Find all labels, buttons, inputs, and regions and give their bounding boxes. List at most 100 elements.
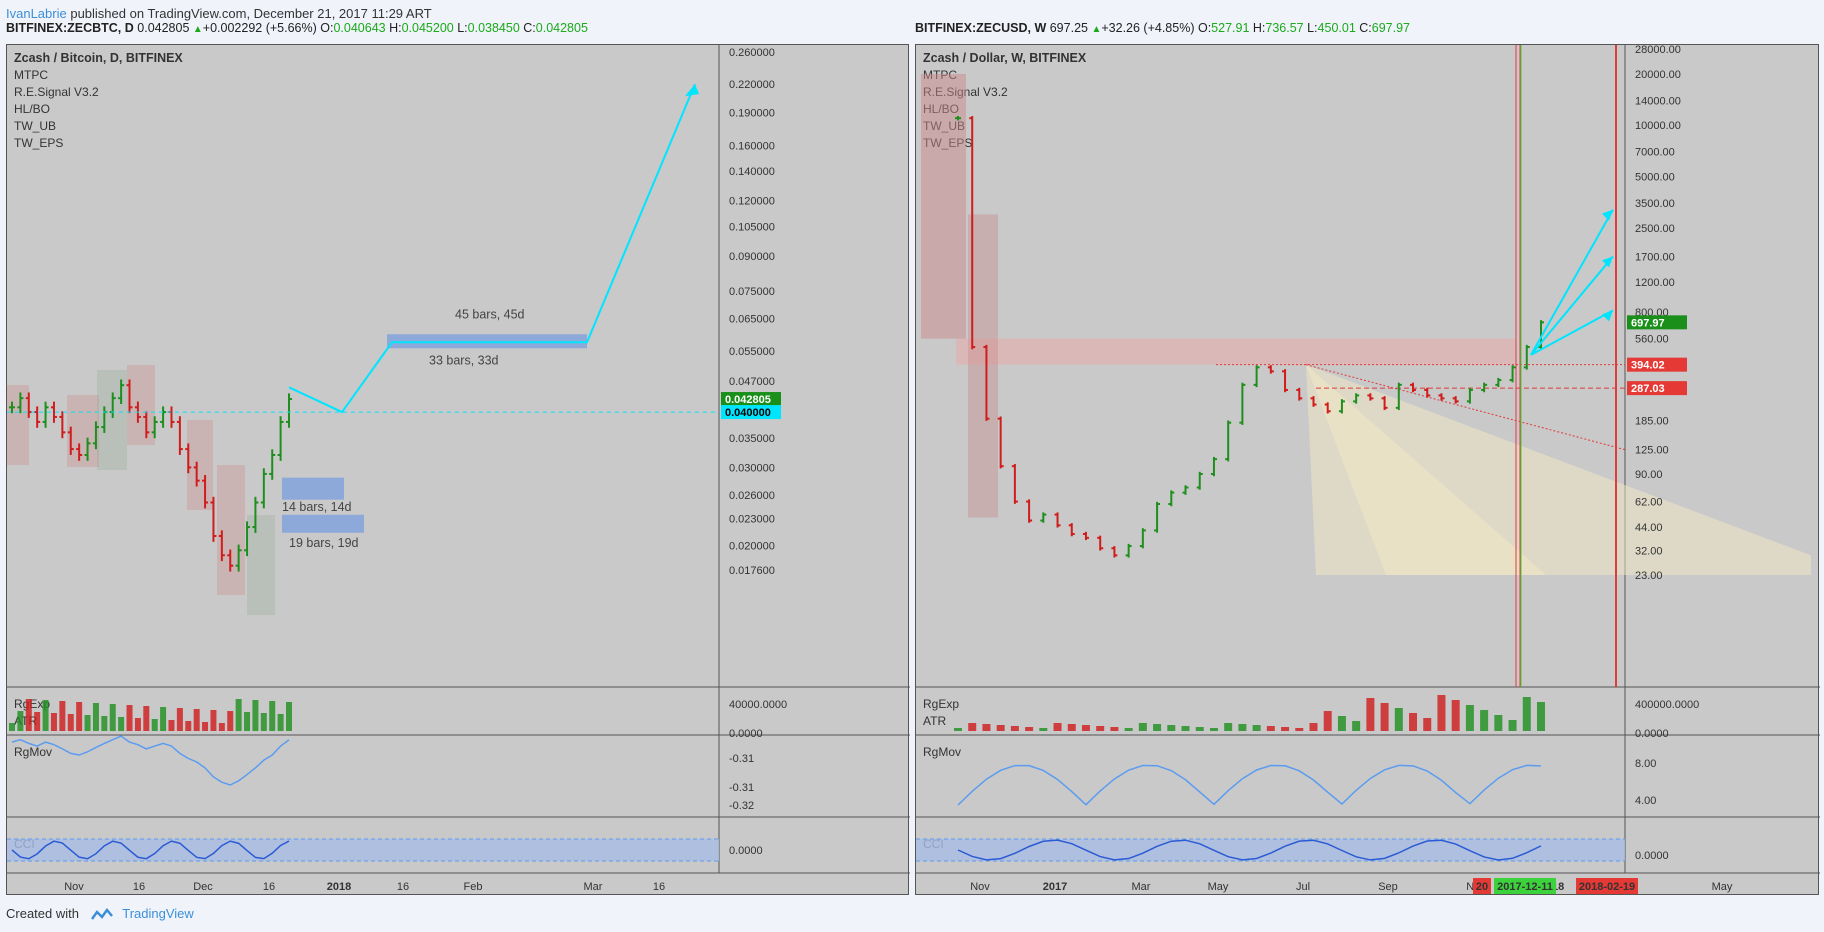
- chart-panel-zecbtc[interactable]: Zcash / Bitcoin, D, BITFINEX MTPC R.E.Sign…: [6, 44, 910, 896]
- volume-bar: [1437, 695, 1446, 731]
- y-axis-tick: 0.140000: [729, 166, 775, 178]
- volume-bar: [1423, 718, 1432, 731]
- x-axis-label: 2018: [327, 881, 351, 893]
- volume-bar: [1465, 705, 1474, 731]
- volume-bar: [1323, 711, 1332, 731]
- chart2-symbol[interactable]: BITFINEX:ZECUSD, W: [915, 21, 1047, 35]
- y-axis-tick: 0.030000: [729, 462, 775, 474]
- x-axis-label: 16: [653, 881, 665, 893]
- y-axis-tick: 1200.00: [1635, 277, 1675, 289]
- chart-zecusd-svg[interactable]: Zcash / Dollar, W, BITFINEXMTPCR.E.Signa…: [916, 45, 1820, 896]
- volume-bar: [1508, 720, 1517, 731]
- volume-tick: 400000.0000: [1635, 699, 1699, 711]
- fan-zone: [1306, 364, 1546, 575]
- rgmov-line: [957, 764, 1542, 806]
- chart2-high: 736.57: [1265, 21, 1304, 35]
- y-axis-tick: 125.00: [1635, 445, 1669, 457]
- last-price-tag-bg: [1627, 315, 1687, 330]
- y-axis-tick: 5000.00: [1635, 172, 1675, 184]
- x-axis-label: 16: [397, 881, 409, 893]
- volume-bar: [996, 725, 1005, 731]
- chart2-last: 697.25: [1049, 21, 1088, 35]
- chart1-up-icon: ▲: [192, 24, 203, 35]
- last-price-tag: 0.042805: [725, 394, 771, 406]
- volume-bar: [954, 728, 962, 731]
- cci-tick: 0.0000: [1635, 850, 1669, 862]
- y-axis-tick: 44.00: [1635, 522, 1663, 534]
- history-box: [127, 365, 155, 445]
- support-price-tag-bg: [721, 405, 781, 420]
- y-axis-tick: 2500.00: [1635, 223, 1675, 235]
- chart2-close: 697.97: [1371, 21, 1410, 35]
- y-axis-tick: 10000.00: [1635, 120, 1681, 132]
- chart1-change: +0.002292 (+5.66%): [202, 21, 317, 35]
- level-price-tag-bg: [1627, 381, 1687, 396]
- y-axis-tick: 0.260000: [729, 47, 775, 59]
- cci-line: [957, 839, 1542, 861]
- volume-bar: [1138, 723, 1147, 731]
- volume-bar: [151, 719, 158, 731]
- volume-bar: [1195, 727, 1204, 731]
- projection-arrowhead: [1602, 310, 1613, 322]
- volume-bar: [109, 704, 116, 731]
- volume-bar: [1366, 698, 1375, 731]
- chart1-low: 0.038450: [467, 21, 520, 35]
- volume-bar: [67, 714, 74, 731]
- volume-bar: [1053, 723, 1062, 731]
- volume-bar: [1096, 726, 1105, 731]
- date-badge: 20: [1476, 881, 1488, 893]
- volume-bar: [101, 716, 108, 731]
- volume-bar: [1209, 728, 1218, 731]
- chart1-symbol[interactable]: BITFINEX:ZECBTC, D: [6, 21, 134, 35]
- volume-bar: [193, 709, 200, 731]
- rgmov-label: RgMov: [14, 745, 52, 759]
- chart1-high: 0.045200: [401, 21, 454, 35]
- author-link[interactable]: IvanLabrie: [6, 6, 67, 21]
- projection-path: [288, 83, 696, 414]
- study-label: TW_UB: [14, 119, 56, 133]
- chart2-open: 527.91: [1211, 21, 1250, 35]
- volume-bar: [277, 714, 284, 731]
- y-axis-tick: 0.055000: [729, 346, 775, 358]
- volume-bar: [1039, 728, 1048, 731]
- study-label: HL/BO: [14, 102, 50, 116]
- cci-band: [7, 839, 719, 861]
- cci-band: [916, 839, 1625, 861]
- rgmov-line: [11, 735, 290, 786]
- y-axis-tick: 32.00: [1635, 546, 1663, 558]
- volume-bar: [1124, 728, 1133, 731]
- volume-bar: [1295, 728, 1304, 731]
- y-axis-tick: 0.035000: [729, 433, 775, 445]
- bars-annotation: 19 bars, 19d: [289, 536, 359, 550]
- projection-arrow: [1530, 209, 1614, 356]
- rgmov-tick: 4.00: [1635, 795, 1656, 807]
- last-price-tag-bg: [721, 392, 781, 407]
- volume-bar: [1522, 697, 1531, 731]
- y-axis-tick: 0.190000: [729, 107, 775, 119]
- volume-bar: [1394, 708, 1403, 731]
- volume-bar: [1480, 710, 1489, 731]
- volume-bar: [1067, 724, 1076, 731]
- study-label: MTPC: [14, 68, 48, 82]
- tradingview-link[interactable]: TradingView: [122, 906, 194, 921]
- y-axis-tick: 7000.00: [1635, 147, 1675, 159]
- volume-label: RgExp: [14, 697, 50, 711]
- x-axis-label: Feb: [464, 881, 483, 893]
- volume-bar: [17, 711, 24, 731]
- x-axis-label: May: [1712, 881, 1733, 893]
- volume-bar: [185, 721, 192, 731]
- projection-arrow: [1530, 255, 1614, 356]
- y-axis-tick: 0.026000: [729, 490, 775, 502]
- x-axis-label: 16: [263, 881, 275, 893]
- chart-panel-zecusd[interactable]: Zcash / Dollar, W, BITFINEXMTPCR.E.Signa…: [915, 44, 1820, 896]
- date-badge-bg: [1473, 878, 1491, 894]
- volume-bar: [1352, 721, 1361, 731]
- x-axis-label: Nov: [970, 881, 990, 893]
- trend-line: [1305, 364, 1626, 451]
- chart-zecbtc-svg[interactable]: Zcash / Bitcoin, D, BITFINEX MTPC R.E.Sign…: [7, 45, 910, 896]
- chart2-up-icon: ▲: [1091, 24, 1102, 35]
- volume-bar: [126, 705, 133, 731]
- history-box: [247, 515, 275, 615]
- y-axis-tick: 0.023000: [729, 514, 775, 526]
- projection-box-14d: [282, 477, 344, 500]
